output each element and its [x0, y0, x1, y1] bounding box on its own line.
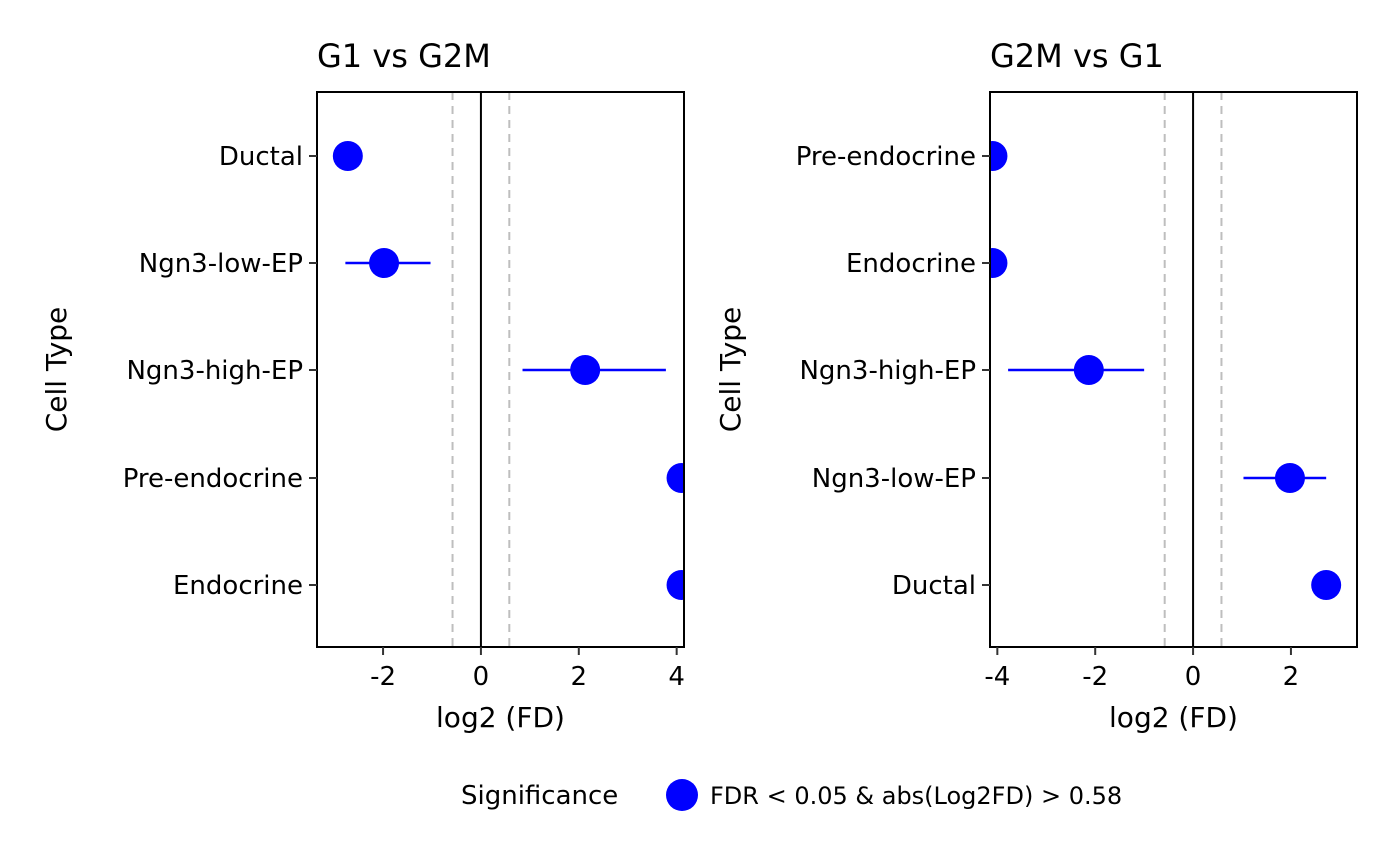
legend-entry-label: FDR < 0.05 & abs(Log2FD) > 0.58	[710, 782, 1122, 810]
panel-g1-vs-g2m: G1 vs G2M Ductal Ngn3-low-EP Ngn3-high-EP Pr…	[40, 37, 685, 734]
y-tick-label: Ngn3-high-EP	[126, 356, 303, 386]
data-point	[369, 248, 400, 278]
data-point	[1274, 463, 1305, 493]
y-tick-label: Ngn3-low-EP	[139, 249, 303, 279]
y-tick-label: Ngn3-high-EP	[799, 356, 976, 386]
panel-title: G1 vs G2M	[317, 37, 491, 75]
x-axis-title: log2 (FD)	[436, 701, 565, 734]
data-point	[1073, 355, 1104, 385]
plot-area	[332, 92, 684, 647]
data-point	[666, 570, 684, 600]
x-tick-label: 4	[668, 662, 685, 692]
y-tick-label: Ductal	[892, 571, 976, 601]
x-tick-label: -2	[1082, 662, 1108, 692]
y-tick-label: Pre-endocrine	[123, 464, 303, 494]
x-tick-label: 0	[473, 662, 490, 692]
panel-g2m-vs-g1: G2M vs G1 Pre-endocrine Endocrine Ngn3-high…	[714, 37, 1358, 734]
x-axis-title: log2 (FD)	[1109, 701, 1238, 734]
x-tick-label: -2	[370, 662, 396, 692]
legend: Significance FDR < 0.05 & abs(Log2FD) > …	[461, 779, 1122, 811]
data-point	[990, 248, 1008, 278]
data-point	[332, 141, 363, 171]
y-tick-label: Pre-endocrine	[796, 142, 976, 172]
legend-title: Significance	[461, 781, 618, 811]
y-axis-title: Cell Type	[714, 307, 747, 433]
panel-title: G2M vs G1	[990, 37, 1164, 75]
x-tick-label: -4	[984, 662, 1010, 692]
x-tick-label: 0	[1185, 662, 1202, 692]
data-point	[570, 355, 601, 385]
legend-key-dot	[666, 779, 698, 811]
plot-area	[990, 92, 1342, 647]
y-tick-label: Endocrine	[173, 571, 303, 601]
x-tick-label: 2	[571, 662, 588, 692]
y-tick-label: Ngn3-low-EP	[812, 464, 976, 494]
y-tick-label: Endocrine	[846, 249, 976, 279]
data-point	[666, 463, 684, 493]
x-tick-label: 2	[1283, 662, 1300, 692]
data-point	[990, 141, 1008, 171]
y-tick-label: Ductal	[219, 142, 303, 172]
data-point	[1311, 570, 1342, 600]
y-axis-title: Cell Type	[40, 307, 73, 433]
